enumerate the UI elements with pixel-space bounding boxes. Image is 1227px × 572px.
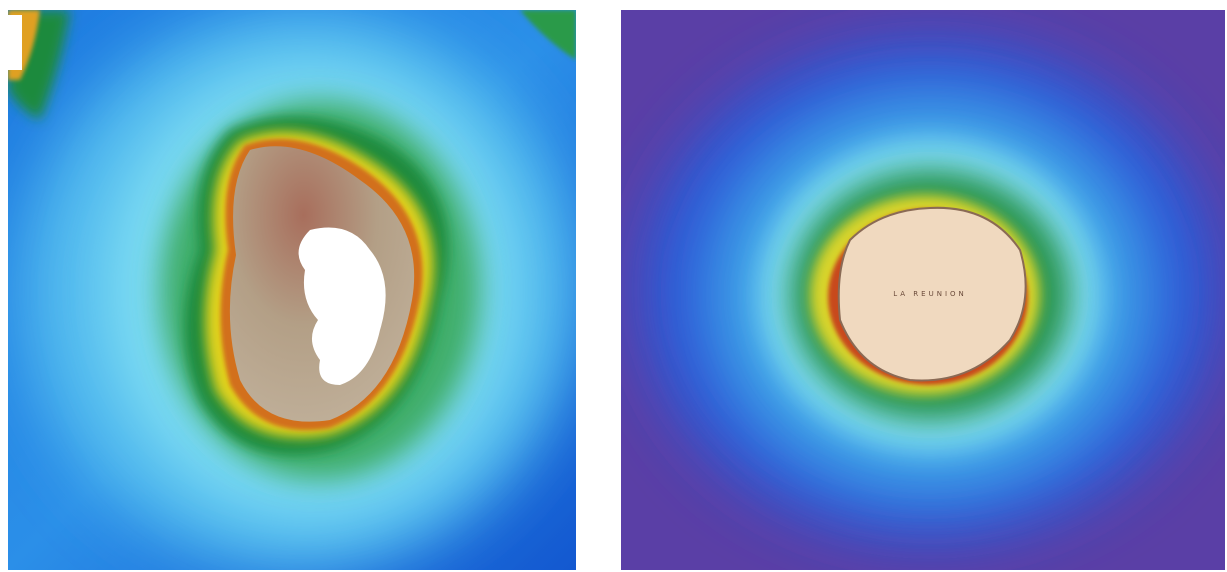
left-map xyxy=(8,10,576,570)
right-map: LA REUNION xyxy=(621,10,1225,570)
island-label: LA REUNION xyxy=(893,290,967,298)
